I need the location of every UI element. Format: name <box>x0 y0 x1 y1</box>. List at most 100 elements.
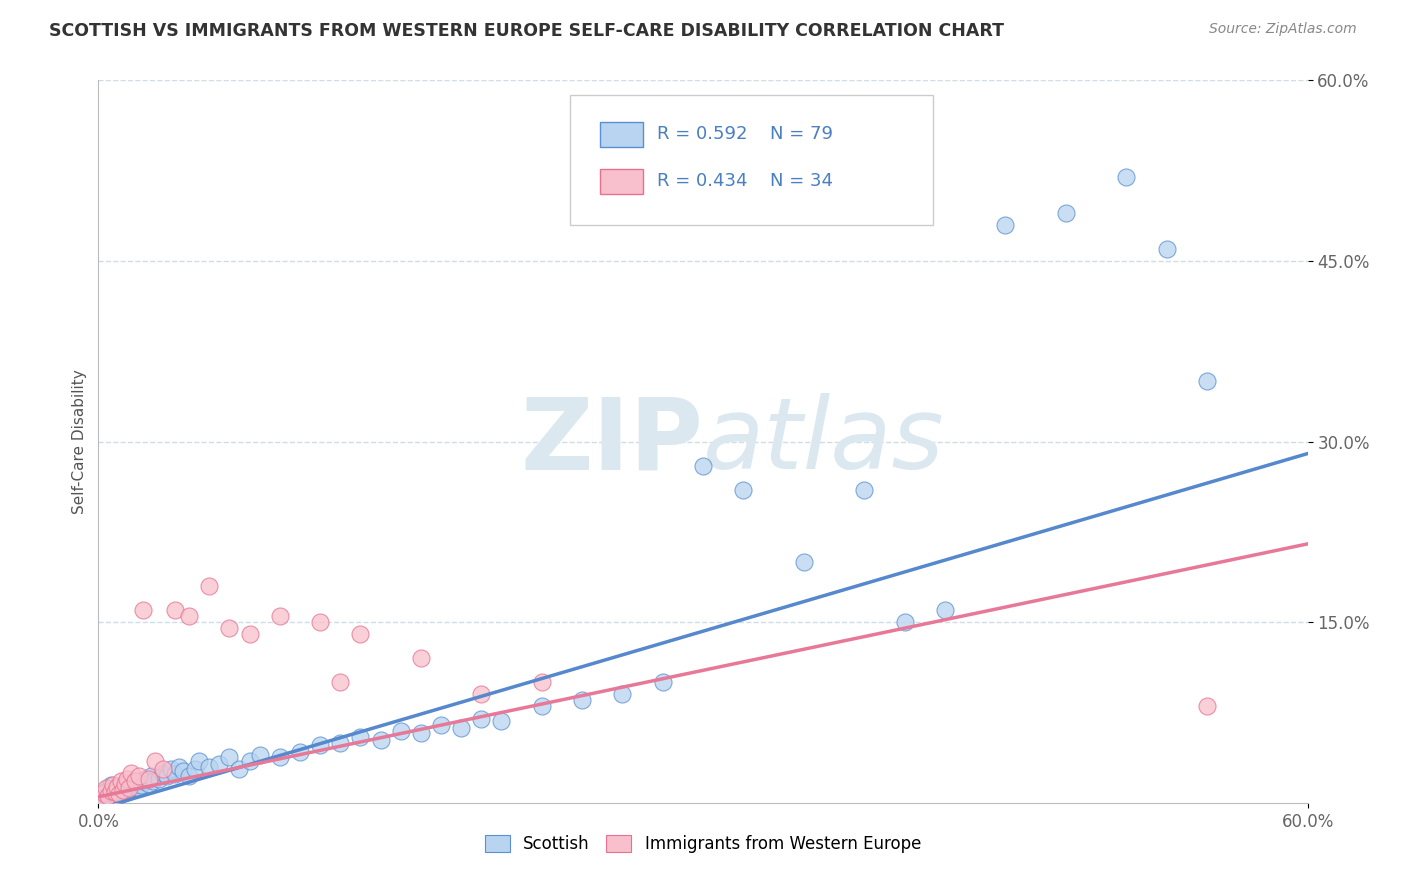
Point <box>110 788 132 802</box>
Point <box>249 747 271 762</box>
Point <box>139 769 162 783</box>
Point <box>105 780 128 794</box>
FancyBboxPatch shape <box>569 95 932 225</box>
Point <box>733 483 755 497</box>
Point <box>118 782 141 797</box>
Point <box>105 782 128 797</box>
Point <box>111 782 134 797</box>
Point <box>167 760 190 774</box>
Point <box>107 779 129 793</box>
Point <box>129 778 152 792</box>
Point <box>96 784 118 798</box>
Point <box>179 769 201 783</box>
Point <box>184 762 207 776</box>
Point <box>893 615 915 630</box>
Point <box>389 723 412 738</box>
Point <box>163 603 186 617</box>
Point <box>138 776 160 790</box>
Point <box>103 780 125 794</box>
Point <box>470 687 492 701</box>
Point <box>409 726 432 740</box>
Point <box>101 791 124 805</box>
Point <box>93 786 115 800</box>
Point <box>218 750 240 764</box>
Text: N = 34: N = 34 <box>769 172 832 190</box>
FancyBboxPatch shape <box>600 122 643 147</box>
Point <box>114 784 136 798</box>
Point <box>114 776 136 790</box>
Point <box>143 754 166 768</box>
Point <box>132 774 155 789</box>
Point <box>118 781 141 796</box>
Point <box>571 693 593 707</box>
Point <box>349 730 371 744</box>
Point <box>97 792 120 806</box>
Point <box>115 779 138 793</box>
Point <box>91 791 114 805</box>
Point <box>470 712 492 726</box>
Point <box>120 781 142 796</box>
Point <box>124 780 146 794</box>
Point <box>120 765 142 780</box>
Point <box>179 609 201 624</box>
Point <box>110 774 132 789</box>
Point <box>329 675 352 690</box>
Point <box>100 788 122 802</box>
Point <box>329 735 352 749</box>
Text: atlas: atlas <box>703 393 945 490</box>
Point <box>156 769 179 783</box>
Text: N = 79: N = 79 <box>769 126 832 144</box>
Point <box>1115 169 1137 184</box>
Point <box>114 776 136 790</box>
Point <box>1156 242 1178 256</box>
Point <box>309 738 332 752</box>
Legend: Scottish, Immigrants from Western Europe: Scottish, Immigrants from Western Europe <box>478 828 928 860</box>
Point <box>128 769 150 783</box>
Point <box>96 781 118 796</box>
Point <box>530 675 553 690</box>
Point <box>370 733 392 747</box>
Point <box>115 772 138 786</box>
Point <box>530 699 553 714</box>
Point <box>111 780 134 794</box>
Point <box>228 762 250 776</box>
Point <box>198 579 221 593</box>
Point <box>97 789 120 803</box>
Point <box>125 776 148 790</box>
Point <box>994 218 1017 232</box>
Point <box>491 714 513 728</box>
Point <box>100 784 122 798</box>
Point <box>111 786 134 800</box>
Point <box>349 627 371 641</box>
Point <box>101 778 124 792</box>
Point <box>97 781 120 796</box>
Point <box>239 627 262 641</box>
FancyBboxPatch shape <box>600 169 643 194</box>
Point <box>269 750 291 764</box>
Point <box>103 785 125 799</box>
Point <box>124 774 146 789</box>
Point <box>188 754 211 768</box>
Point <box>218 621 240 635</box>
Text: SCOTTISH VS IMMIGRANTS FROM WESTERN EUROPE SELF-CARE DISABILITY CORRELATION CHAR: SCOTTISH VS IMMIGRANTS FROM WESTERN EURO… <box>49 22 1004 40</box>
Point <box>853 483 876 497</box>
Point <box>409 651 432 665</box>
Point <box>101 784 124 798</box>
Point <box>163 767 186 781</box>
Point <box>430 717 453 731</box>
Point <box>118 778 141 792</box>
Point <box>1195 374 1218 388</box>
Point <box>692 458 714 473</box>
Y-axis label: Self-Care Disability: Self-Care Disability <box>72 369 87 514</box>
Point <box>612 687 634 701</box>
Point <box>93 786 115 800</box>
Point <box>91 789 114 804</box>
Point <box>107 788 129 802</box>
Point <box>1054 205 1077 219</box>
Point <box>450 721 472 735</box>
Point <box>138 772 160 786</box>
Point <box>172 764 194 779</box>
Point <box>128 781 150 796</box>
Point <box>288 745 311 759</box>
Point <box>269 609 291 624</box>
